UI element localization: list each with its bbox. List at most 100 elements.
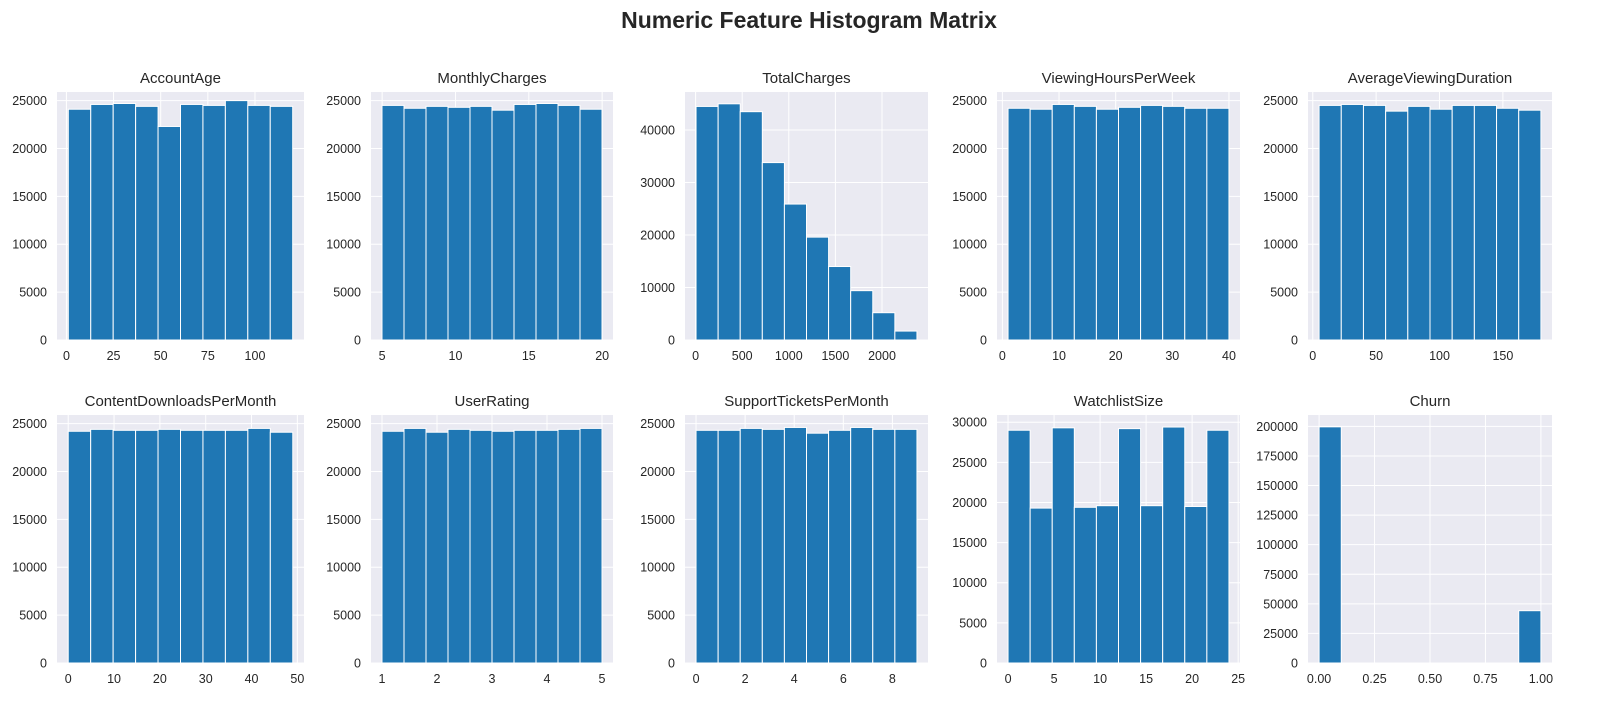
panel-title: AccountAge (140, 70, 221, 87)
x-tick-label: 40 (1222, 349, 1236, 363)
histogram-bar (1362, 104, 1387, 341)
panel-title: SupportTicketsPerMonth (724, 393, 889, 410)
histogram-bar (1518, 109, 1542, 341)
histogram-bar (850, 426, 874, 664)
y-tick-label: 0 (980, 334, 987, 348)
histogram-bar (717, 429, 741, 664)
x-tick-label: 0 (65, 672, 72, 686)
y-tick-label: 75000 (1263, 568, 1298, 582)
histogram-bar (1029, 507, 1053, 664)
histogram-bar (535, 102, 559, 341)
histogram-bar (403, 427, 427, 664)
y-tick-label: 25000 (12, 417, 47, 431)
y-tick-label: 0 (1291, 334, 1298, 348)
histogram-bar (425, 105, 449, 341)
x-tick-label: 0 (693, 672, 700, 686)
histogram-bar (381, 430, 405, 664)
x-tick-label: 0 (1309, 349, 1316, 363)
y-tick-label: 0 (668, 334, 675, 348)
y-tick-label: 15000 (952, 190, 987, 204)
histogram-panel: 0 5000 10000 15000 20000 25000 0 10 20 30 40 50 Cont… (12, 393, 304, 686)
histogram-bar (1340, 103, 1364, 341)
panel-title: Churn (1410, 393, 1451, 410)
y-tick-label: 25000 (1263, 94, 1298, 108)
histogram-bar (469, 105, 493, 341)
y-tick-label: 25000 (12, 94, 47, 108)
y-tick-label: 5000 (959, 286, 987, 300)
histogram-bar (579, 108, 603, 341)
x-tick-label: 4 (544, 672, 551, 686)
y-tick-label: 15000 (640, 513, 675, 527)
histogram-bar (1007, 429, 1031, 664)
histogram-bar (806, 432, 830, 664)
histogram-bar (403, 107, 427, 341)
y-tick-label: 10000 (326, 561, 361, 575)
y-tick-label: 10000 (12, 561, 47, 575)
y-tick-label: 125000 (1256, 509, 1298, 523)
histogram-panel: 0 5000 10000 15000 20000 25000 1 2 3 4 5 UserRating (326, 393, 613, 686)
histogram-bar (269, 105, 294, 341)
panel-title: ContentDownloadsPerMonth (85, 393, 277, 410)
histogram-bar (1184, 505, 1208, 664)
histogram-panel: 0 10000 20000 30000 40000 0 500 1000 1500 2000 Tot… (640, 70, 928, 363)
y-tick-label: 15000 (952, 536, 987, 550)
histogram-bar (67, 108, 92, 341)
histogram-bar (1095, 505, 1119, 664)
x-tick-label: 50 (290, 672, 304, 686)
histogram-bar (1518, 610, 1542, 664)
y-tick-label: 150000 (1256, 479, 1298, 493)
y-tick-label: 30000 (640, 176, 675, 190)
y-tick-label: 25000 (326, 94, 361, 108)
x-tick-label: 2 (742, 672, 749, 686)
y-tick-label: 15000 (326, 513, 361, 527)
x-tick-label: 10 (107, 672, 121, 686)
histogram-bar (872, 428, 896, 664)
x-tick-label: 75 (201, 349, 215, 363)
panel-title: WatchlistSize (1074, 393, 1163, 410)
histogram-bar (557, 104, 581, 341)
y-tick-label: 200000 (1256, 420, 1298, 434)
histogram-bar (1162, 105, 1186, 341)
y-tick-label: 25000 (952, 94, 987, 108)
y-tick-label: 15000 (12, 513, 47, 527)
x-tick-label: 4 (791, 672, 798, 686)
panel-title: MonthlyCharges (437, 70, 546, 87)
histogram-bar (513, 103, 537, 341)
y-tick-label: 20000 (640, 465, 675, 479)
y-tick-label: 5000 (1270, 286, 1298, 300)
x-tick-label: 1500 (821, 349, 849, 363)
x-tick-label: 30 (1165, 349, 1179, 363)
histogram-bar (1162, 426, 1186, 664)
histogram-bar (535, 429, 559, 664)
histogram-bar (447, 106, 471, 341)
y-tick-label: 5000 (647, 609, 675, 623)
x-tick-label: 20 (595, 349, 609, 363)
y-tick-label: 10000 (952, 576, 987, 590)
y-tick-label: 10000 (1263, 238, 1298, 252)
y-tick-label: 40000 (640, 124, 675, 138)
panel-title: TotalCharges (762, 70, 850, 87)
histogram-bar (1318, 426, 1342, 664)
histogram-bar (1206, 429, 1230, 664)
y-tick-label: 25000 (952, 456, 987, 470)
histogram-bar (1473, 104, 1498, 341)
histogram-bar (761, 162, 785, 341)
x-tick-label: 20 (153, 672, 167, 686)
x-tick-label: 3 (489, 672, 496, 686)
histogram-bar (579, 427, 603, 664)
histogram-panel: 0 5000 10000 15000 20000 25000 30000 0 5 10 15 20 25… (952, 393, 1245, 686)
y-tick-label: 25000 (640, 417, 675, 431)
y-tick-label: 15000 (326, 190, 361, 204)
histogram-bar (828, 429, 852, 664)
histogram-bar (1029, 108, 1053, 341)
histogram-bar (513, 429, 537, 664)
y-tick-label: 0 (668, 657, 675, 671)
histogram-bar (247, 104, 271, 341)
y-tick-label: 5000 (19, 286, 47, 300)
x-tick-label: 10 (1093, 672, 1107, 686)
x-tick-label: 0.25 (1362, 672, 1386, 686)
y-tick-label: 0 (40, 657, 47, 671)
histogram-bar (1051, 427, 1075, 664)
y-tick-label: 175000 (1256, 449, 1298, 463)
